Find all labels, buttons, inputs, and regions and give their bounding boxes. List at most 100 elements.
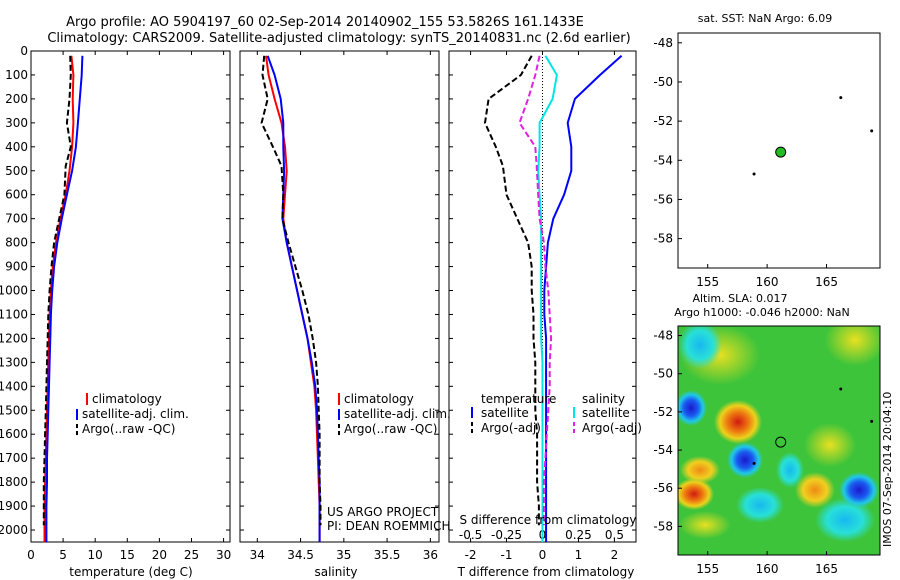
difference-satellite-line (544, 56, 621, 542)
y-tick-label: 400 (5, 140, 28, 154)
map-y-tick-label: -50 (653, 75, 673, 89)
y-tick-label: 1100 (0, 307, 28, 321)
y-tick-label: 500 (5, 164, 28, 178)
legend-label-argo: Argo(..raw -QC) (82, 422, 175, 436)
sla-cyan-blob (736, 487, 784, 523)
s-diff-tick-label: 0.25 (565, 528, 592, 542)
figure-title-line1: Argo profile: AO 5904197_60 02-Sep-2014 … (66, 15, 584, 30)
y-tick-label: 1800 (0, 475, 28, 489)
x-tick-label: 20 (152, 548, 167, 562)
sla-yellow-blob (804, 423, 856, 467)
difference-series (485, 56, 622, 542)
map-y-tick-label: -52 (653, 114, 673, 128)
x-tick-label: -2 (465, 548, 477, 562)
x-tick-label: 5 (59, 548, 67, 562)
y-tick-label: 700 (5, 212, 28, 226)
y-tick-label: 2000 (0, 523, 28, 537)
difference-xlabel-T: T difference from climatology (457, 565, 635, 579)
sla-map-title-line2: Argo h1000: -0.046 h2000: NaN (674, 306, 850, 319)
map-y-tick-label: -54 (653, 443, 673, 457)
sla-blue-blob (675, 390, 707, 426)
y-tick-label: 600 (5, 188, 28, 202)
y-tick-label: 1000 (0, 284, 28, 298)
x-tick-label: 10 (88, 548, 103, 562)
x-tick-label: 25 (184, 548, 199, 562)
island-mark (753, 173, 756, 176)
difference-legend: temperature salinity satellite Argo(-adj… (472, 392, 642, 435)
x-tick-label: 15 (120, 548, 135, 562)
sla-map-title-line1: Altim. SLA: 0.017 (692, 292, 787, 305)
island-mark (870, 129, 873, 132)
salinity-axes: 34 34.5 35 35.5 36 (240, 51, 439, 562)
y-tick-label: 1500 (0, 403, 28, 417)
temperature-legend: climatology satellite-adj. clim. Argo(..… (77, 392, 189, 436)
legend-label-satellite: satellite-adj. clim. (82, 407, 189, 421)
x-tick-label: 36 (423, 548, 438, 562)
x-tick-label: 0 (27, 548, 35, 562)
project-annotation-line1: US ARGO PROJECT (327, 505, 439, 519)
map-y-tick-label: -56 (653, 192, 673, 206)
y-tick-label: 1400 (0, 379, 28, 393)
temperature-satellite-adj-clim--line (46, 56, 82, 542)
map-y-tick-label: -48 (653, 329, 673, 343)
map-x-tick-label: 155 (696, 275, 719, 289)
temperature-axes: 0100200300400500600700800900100011001200… (0, 44, 231, 562)
x-tick-label: 34 (250, 548, 265, 562)
legend-label-temp-satellite: satellite (481, 406, 529, 420)
island-mark (839, 387, 842, 390)
salinity-series (262, 56, 321, 542)
legend-header-temperature: temperature (481, 392, 556, 406)
map-x-tick-label: 160 (756, 275, 779, 289)
difference-satellite-line (538, 56, 557, 542)
legend-label-temp-argo: Argo(-adj) (481, 421, 541, 435)
map-x-tick-label: 165 (815, 562, 838, 576)
salinity-panel-frame (240, 51, 439, 542)
salinity-climatology-line (266, 56, 320, 542)
map-y-tick-label: -54 (653, 153, 673, 167)
y-tick-label: 1300 (0, 355, 28, 369)
x-tick-label: 35.5 (374, 548, 401, 562)
y-tick-label: 900 (5, 260, 28, 274)
map-y-tick-label: -58 (653, 519, 673, 533)
temperature-series (44, 56, 83, 542)
legend-label-climatology: climatology (344, 392, 414, 406)
sla-cyan-blob (678, 321, 722, 369)
y-tick-label: 1200 (0, 331, 28, 345)
salinity-satellite-adj-clim--line (268, 56, 320, 542)
y-tick-label: 200 (5, 92, 28, 106)
x-tick-label: 0 (539, 548, 547, 562)
argo-profile-figure: Argo profile: AO 5904197_60 02-Sep-2014 … (0, 0, 900, 580)
island-mark (870, 420, 873, 423)
legend-label-sal-satellite: satellite (582, 406, 630, 420)
sla-blue-blob (839, 472, 879, 508)
sla-orange-blob (679, 511, 731, 539)
legend-label-satellite: satellite-adj. clim. (344, 407, 451, 421)
map-y-tick-label: -58 (653, 232, 673, 246)
x-tick-label: 2 (611, 548, 619, 562)
salinity-argo-raw-qc--line (262, 56, 321, 525)
temperature-xlabel: temperature (deg C) (69, 565, 192, 579)
y-tick-label: 1700 (0, 451, 28, 465)
legend-label-argo: Argo(..raw -QC) (344, 422, 437, 436)
difference-xlabel-S: S difference from climatology (460, 513, 637, 527)
s-diff-tick-label: -0.5 (459, 528, 482, 542)
sla-blue-blob (727, 442, 763, 478)
legend-header-salinity: salinity (582, 392, 625, 406)
difference-argo-adj--line (485, 56, 539, 525)
map-y-tick-label: -50 (653, 367, 673, 381)
map-x-tick-label: 155 (696, 562, 719, 576)
s-diff-tick-label: -0.25 (491, 528, 522, 542)
sla-heatmap (674, 314, 885, 555)
s-diff-tick-label: 0.5 (605, 528, 624, 542)
project-annotation-line2: PI: DEAN ROEMMICH (327, 519, 450, 533)
float-position-marker (776, 147, 786, 157)
map-y-tick-label: -52 (653, 405, 673, 419)
x-tick-label: 34.5 (287, 548, 314, 562)
sla-cyan-blob (776, 452, 804, 488)
sla-orange-blob (680, 456, 720, 484)
map-y-tick-label: -48 (653, 36, 673, 50)
y-tick-label: 1900 (0, 499, 28, 513)
sst-map-title: sat. SST: NaN Argo: 6.09 (698, 12, 832, 25)
imos-timestamp: IMOS 07-Sep-2014 20:04:10 (881, 392, 894, 547)
y-tick-label: 300 (5, 116, 28, 130)
